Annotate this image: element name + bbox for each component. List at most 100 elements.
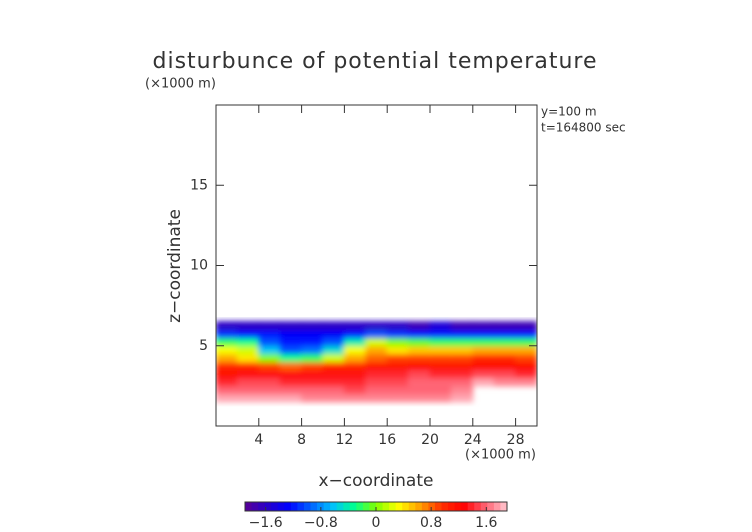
cell <box>408 345 431 355</box>
cell <box>472 345 495 355</box>
cell <box>216 345 238 355</box>
colorbar-segment <box>251 502 259 511</box>
cell <box>365 329 388 339</box>
cell <box>216 393 238 403</box>
colorbar-segment <box>284 502 292 511</box>
colorbar-segment <box>376 502 384 511</box>
cell <box>301 353 324 363</box>
cell <box>236 353 260 363</box>
axes: 4 8 12 16 20 24 28 5 10 15 −1.6 −0.8 0 0.8 1.6 <box>190 104 538 531</box>
colorbar-tick-label: 1.6 <box>475 515 497 531</box>
cell <box>386 321 410 331</box>
cell <box>429 377 452 387</box>
cell <box>236 369 260 379</box>
colorbar-segment <box>421 502 429 511</box>
cell <box>279 377 303 387</box>
cell <box>322 377 345 387</box>
annotation: y=100 m <box>541 105 597 119</box>
cell <box>236 329 260 339</box>
cell <box>515 361 537 371</box>
cell <box>301 329 324 339</box>
cell <box>322 385 345 395</box>
cell <box>301 361 324 371</box>
cell <box>322 361 345 371</box>
colorbar-segment <box>245 502 253 511</box>
cell <box>450 329 474 339</box>
cell <box>386 329 410 339</box>
colorbar-segment <box>402 502 410 511</box>
x-unit-label: (×1000 m) <box>465 448 536 463</box>
cell <box>365 393 388 403</box>
cell <box>408 353 431 363</box>
cell <box>279 353 303 363</box>
cells <box>216 321 537 403</box>
colorbar-segment <box>467 502 475 511</box>
colorbar-segment <box>349 502 357 511</box>
cell <box>343 393 367 403</box>
cell <box>236 345 260 355</box>
x-axis-label: x−coordinate <box>319 471 434 491</box>
cell <box>216 321 238 331</box>
colorbar-segment <box>408 502 416 511</box>
cell <box>343 385 367 395</box>
cell <box>493 377 517 387</box>
cell <box>343 329 367 339</box>
cell <box>493 329 517 339</box>
cell <box>386 361 410 371</box>
colorbar-segment <box>343 502 351 511</box>
cell <box>236 321 260 331</box>
cell <box>515 337 537 347</box>
cell <box>343 321 367 331</box>
colorbar-segment <box>277 502 285 511</box>
colorbar-segment <box>290 502 298 511</box>
cell <box>258 353 281 363</box>
colorbar-segment <box>428 502 436 511</box>
colorbar-segment <box>317 502 325 511</box>
cell <box>343 369 367 379</box>
cell <box>515 321 537 331</box>
colorbar-segment <box>487 502 495 511</box>
cell <box>472 329 495 339</box>
cell <box>322 321 345 331</box>
cell <box>386 369 410 379</box>
colorbar-segment <box>382 502 390 511</box>
colorbar-segment <box>389 502 397 511</box>
cell <box>450 393 474 403</box>
cell <box>408 361 431 371</box>
cell <box>236 377 260 387</box>
cell <box>322 345 345 355</box>
cell <box>258 377 281 387</box>
colorbar-segment <box>461 502 469 511</box>
cell <box>429 329 452 339</box>
colorbar-segment <box>336 502 344 511</box>
cell <box>258 385 281 395</box>
cell <box>493 321 517 331</box>
cell <box>258 345 281 355</box>
colorbar-tick-label: −1.6 <box>249 515 283 531</box>
cell <box>450 377 474 387</box>
cell <box>258 321 281 331</box>
cell <box>365 353 388 363</box>
x-tick-label: 20 <box>421 432 439 448</box>
cell <box>216 369 238 379</box>
cell <box>279 369 303 379</box>
cell <box>343 337 367 347</box>
x-tick-label: 8 <box>297 432 306 448</box>
colorbar-segment <box>297 502 305 511</box>
colorbar-segment <box>500 502 508 511</box>
cell <box>343 353 367 363</box>
cell <box>429 321 452 331</box>
cell <box>258 393 281 403</box>
cell <box>472 337 495 347</box>
cell <box>322 369 345 379</box>
cell <box>450 337 474 347</box>
cell <box>365 377 388 387</box>
cell <box>236 393 260 403</box>
cell <box>472 369 495 379</box>
cell <box>408 329 431 339</box>
colorbar-segment <box>323 502 331 511</box>
colorbar-segment <box>362 502 370 511</box>
cell <box>515 345 537 355</box>
cell <box>322 337 345 347</box>
